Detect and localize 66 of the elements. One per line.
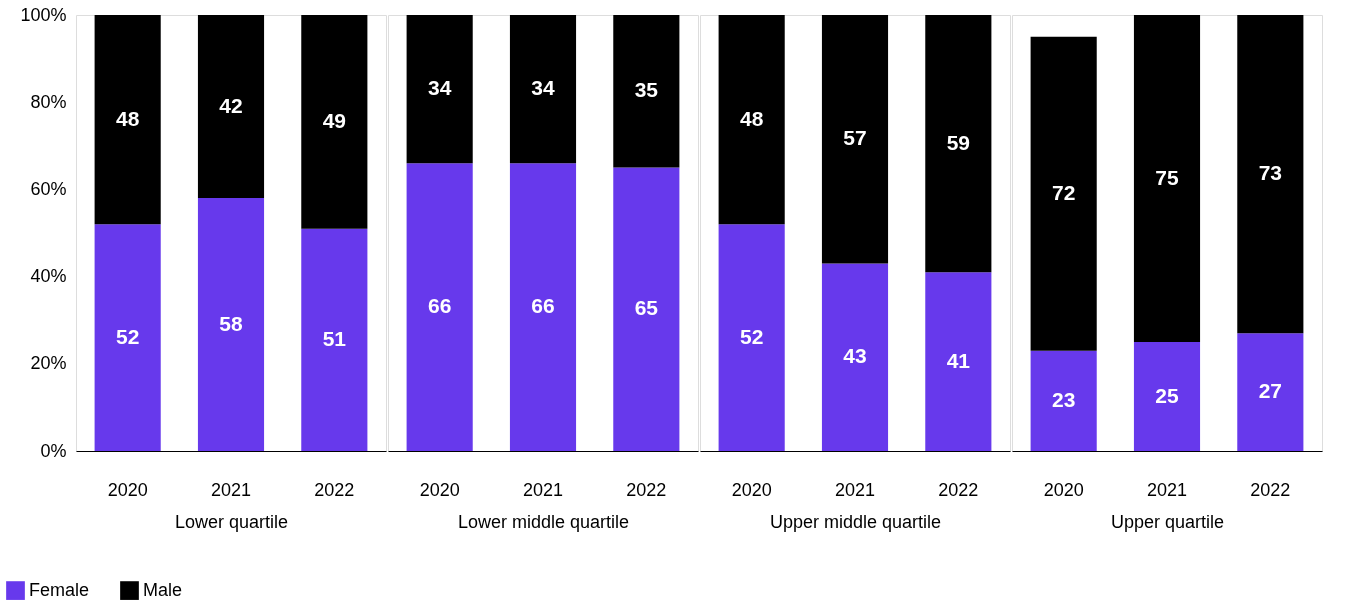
bar (1237, 15, 1304, 334)
data-label: 75 (1155, 165, 1179, 189)
data-label: 25 (1155, 383, 1179, 407)
x-tick-label: 2022 (938, 479, 979, 500)
bar (821, 15, 889, 264)
x-axis-title: Upper middle quartile (769, 511, 942, 532)
bar (301, 15, 368, 229)
legend-label: Female (29, 579, 90, 600)
bar (94, 224, 161, 451)
data-label: 65 (634, 296, 659, 320)
data-label: 66 (427, 294, 452, 318)
data-label: 73 (1258, 161, 1283, 185)
data-label: 52 (739, 324, 764, 348)
data-label: 34 (531, 76, 555, 100)
x-tick-label: 2020 (107, 479, 148, 500)
x-tick-label: 2020 (1043, 479, 1084, 500)
bar (718, 15, 785, 225)
bar (1133, 342, 1201, 451)
data-label: 34 (427, 76, 452, 100)
data-label: 48 (115, 106, 140, 130)
y-tick-label: 20% (30, 353, 67, 374)
x-tick-label: 2022 (314, 479, 355, 500)
legend-label: Male (143, 579, 183, 600)
data-label: 66 (531, 294, 555, 318)
data-label: 41 (946, 348, 971, 372)
x-tick-label: 2021 (210, 479, 252, 500)
data-label: 42 (219, 93, 243, 117)
bar (1237, 333, 1304, 451)
data-label: 27 (1258, 379, 1283, 403)
data-label: 52 (115, 324, 140, 348)
bar (197, 15, 265, 199)
data-label: 49 (322, 108, 347, 132)
bar (925, 15, 992, 273)
data-label: 59 (946, 130, 971, 154)
data-label: 58 (219, 311, 243, 335)
data-label: 72 (1051, 180, 1076, 204)
x-tick-label: 2021 (834, 479, 876, 500)
y-tick-label: 100% (20, 4, 67, 25)
bar (1133, 15, 1201, 342)
x-axis-title: Upper quartile (1110, 511, 1225, 532)
bar (94, 15, 161, 225)
bar (925, 272, 992, 451)
data-label: 35 (634, 78, 659, 102)
bar (718, 224, 785, 451)
data-label: 43 (843, 344, 867, 368)
bar (821, 263, 889, 451)
data-label: 23 (1051, 387, 1076, 411)
data-label: 57 (843, 126, 867, 150)
x-axis-title: Lower middle quartile (457, 511, 630, 532)
bar (197, 198, 265, 451)
data-label: 48 (739, 106, 764, 130)
y-tick-label: 80% (30, 91, 67, 112)
x-tick-label: 2021 (522, 479, 564, 500)
bar (1030, 36, 1097, 351)
x-axis-title: Lower quartile (174, 511, 289, 532)
y-tick-label: 60% (30, 178, 67, 199)
data-label: 51 (322, 326, 347, 350)
bar (301, 228, 368, 451)
x-tick-label: 2020 (731, 479, 772, 500)
x-tick-label: 2020 (419, 479, 460, 500)
bar (1030, 350, 1097, 451)
x-tick-label: 2022 (626, 479, 667, 500)
x-tick-label: 2021 (1146, 479, 1188, 500)
y-tick-label: 0% (40, 440, 67, 461)
x-tick-label: 2022 (1250, 479, 1291, 500)
y-tick-label: 40% (30, 266, 67, 287)
